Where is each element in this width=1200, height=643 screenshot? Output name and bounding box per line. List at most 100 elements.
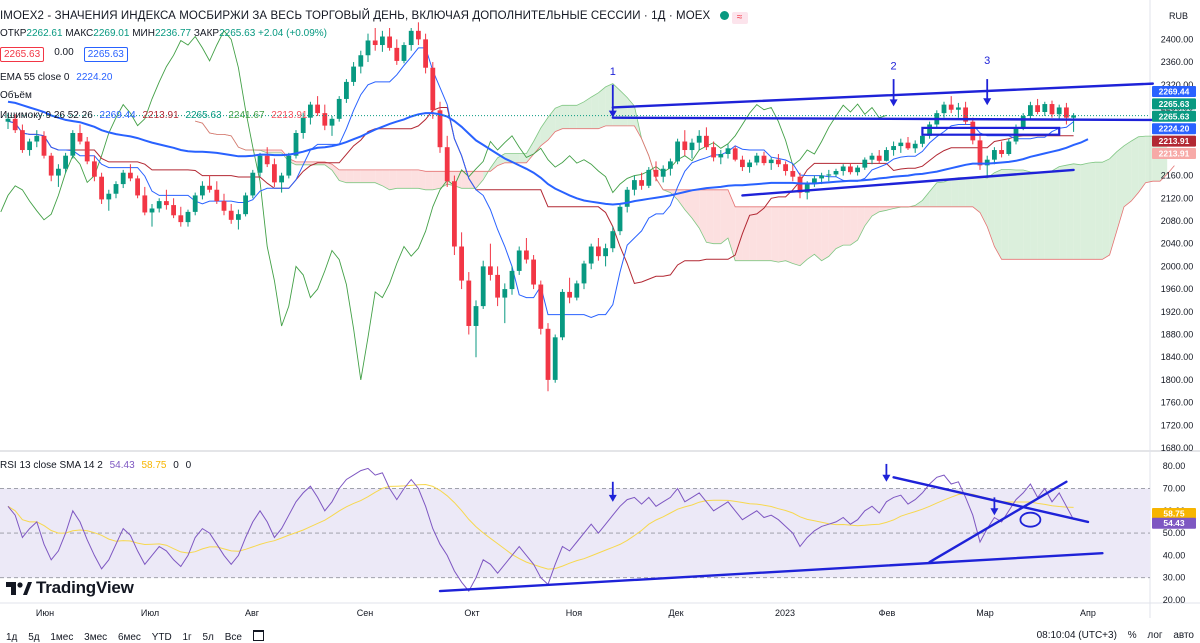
log-toggle[interactable]: лог	[1147, 630, 1162, 641]
ichimoku-lead1-value: 2241.67	[228, 110, 264, 121]
candle-down	[214, 190, 219, 201]
candle-up	[114, 184, 119, 194]
cloud-segment	[1066, 164, 1073, 259]
open-value: 2262.61	[26, 28, 62, 39]
cloud-segment	[584, 97, 591, 129]
time-axis-label: Окт	[464, 608, 479, 618]
range-button-1d[interactable]: 1д	[6, 632, 17, 643]
clock-time[interactable]: 08:10:04 (UTC+3)	[1037, 630, 1117, 641]
price-axis-tick: 1680.00	[1161, 443, 1194, 453]
cloud-segment	[274, 150, 281, 153]
cloud-segment	[800, 207, 807, 266]
cloud-segment	[951, 178, 958, 207]
rsi-value: 54.43	[110, 460, 135, 471]
price-axis-tick: 2360.00	[1161, 57, 1194, 67]
candle-down	[85, 142, 90, 162]
volume-label: Объём	[0, 90, 32, 101]
range-button-6m[interactable]: 6мес	[118, 632, 141, 643]
symbol-title-text: IMOEX2 - ЗНАЧЕНИЯ ИНДЕКСА МОСБИРЖИ ЗА ВЕ…	[0, 10, 710, 22]
candle-down	[733, 148, 738, 159]
annotation-label: 1	[610, 66, 616, 78]
cloud-segment	[433, 171, 440, 189]
currency-label[interactable]: RUB	[1169, 11, 1188, 21]
candle-down	[495, 275, 500, 298]
price-axis-tick: 2040.00	[1161, 239, 1194, 249]
high-label: МАКС	[65, 28, 93, 39]
candle-up	[553, 337, 558, 380]
candle-up	[106, 194, 111, 200]
price-axis-tick: 1840.00	[1161, 352, 1194, 362]
candle-up	[200, 186, 205, 196]
price-tag-label: 2265.63	[1159, 99, 1190, 109]
candle-up	[841, 166, 846, 171]
candle-up	[870, 156, 875, 160]
candle-up	[409, 31, 414, 45]
candle-up	[718, 154, 723, 157]
cloud-segment	[714, 190, 721, 244]
price-axis-tick: 2120.00	[1161, 193, 1194, 203]
candle-up	[481, 266, 486, 306]
candle-down	[776, 160, 781, 165]
percent-toggle[interactable]: %	[1128, 630, 1137, 641]
candle-up	[1006, 142, 1011, 154]
symbol-title[interactable]: IMOEX2 - ЗНАЧЕНИЯ ИНДЕКСА МОСБИРЖИ ЗА ВЕ…	[0, 10, 748, 24]
candle-up	[150, 208, 155, 212]
range-button-all[interactable]: Все	[225, 632, 242, 643]
ichimoku-legend[interactable]: Ишимоку 9 26 52 26 2269.44 2213.91 2265.…	[0, 109, 307, 122]
range-button-1m[interactable]: 1мес	[50, 632, 73, 643]
candle-down	[1050, 104, 1055, 114]
candle-down	[394, 48, 399, 61]
candle-down	[524, 250, 529, 259]
order-price-boxes: 2265.63 0.00 2265.63	[0, 47, 128, 61]
cloud-segment	[958, 178, 965, 207]
cloud-segment	[591, 93, 598, 129]
candle-up	[632, 180, 637, 190]
rsi-upper-value: 0	[173, 460, 179, 471]
ema-legend[interactable]: EMA 55 close 0 2224.20	[0, 71, 112, 84]
cloud-segment	[793, 207, 800, 266]
candle-down	[452, 181, 457, 246]
candle-down	[704, 136, 709, 147]
open-label: ОТКР	[0, 28, 26, 39]
range-button-5d[interactable]: 5д	[28, 632, 39, 643]
range-button-ytd[interactable]: YTD	[152, 632, 172, 643]
cloud-segment	[742, 207, 749, 261]
time-axis-label: Дек	[668, 608, 683, 618]
cloud-segment	[994, 169, 1001, 259]
rsi-axis-tick: 30.00	[1163, 573, 1186, 583]
time-axis-label: Фев	[879, 608, 896, 618]
range-button-5y[interactable]: 5л	[203, 632, 214, 643]
range-button-3m[interactable]: 3мес	[84, 632, 107, 643]
sell-price-button[interactable]: 2265.63	[0, 47, 44, 62]
tradingview-logo[interactable]: TradingView	[6, 578, 134, 598]
ohlc-legend: ОТКР2262.61 МАКС2269.01 МИН2236.77 ЗАКР2…	[0, 27, 327, 40]
rsi-legend[interactable]: RSI 13 close SMA 14 2 54.43 58.75 0 0	[0, 459, 191, 472]
cloud-segment	[807, 207, 814, 260]
price-axis-tick: 1960.00	[1161, 284, 1194, 294]
cloud-segment	[843, 207, 850, 245]
calendar-icon[interactable]	[253, 630, 264, 641]
candle-down	[222, 201, 227, 211]
cloud-segment	[1081, 163, 1088, 259]
candle-up	[1057, 107, 1062, 114]
auto-toggle[interactable]: авто	[1173, 630, 1194, 641]
rsi-axis-tick: 40.00	[1163, 550, 1186, 560]
buy-price-button[interactable]: 2265.63	[84, 47, 128, 62]
volume-legend[interactable]: Объём	[0, 89, 32, 102]
status-area: 08:10:04 (UTC+3) % лог авто	[1029, 630, 1194, 641]
candle-up	[898, 143, 903, 146]
candle-up	[27, 142, 32, 151]
candle-down	[949, 105, 954, 110]
cloud-segment	[404, 170, 411, 188]
close-value: 2265.63	[219, 28, 255, 39]
candle-up	[186, 212, 191, 222]
cloud-segment	[1059, 165, 1066, 259]
range-button-1y[interactable]: 1г	[183, 632, 192, 643]
ichimoku-label: Ишимоку 9 26 52 26	[0, 110, 93, 121]
candle-down	[49, 156, 54, 176]
cloud-segment	[1146, 136, 1153, 183]
cloud-segment	[973, 177, 980, 213]
delay-wave-icon[interactable]: ≈	[732, 12, 748, 24]
cloud-segment	[1131, 137, 1138, 201]
